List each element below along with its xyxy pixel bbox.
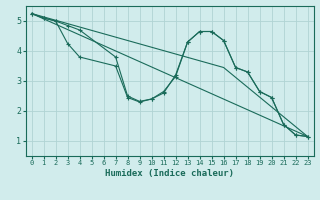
X-axis label: Humidex (Indice chaleur): Humidex (Indice chaleur) [105, 169, 234, 178]
